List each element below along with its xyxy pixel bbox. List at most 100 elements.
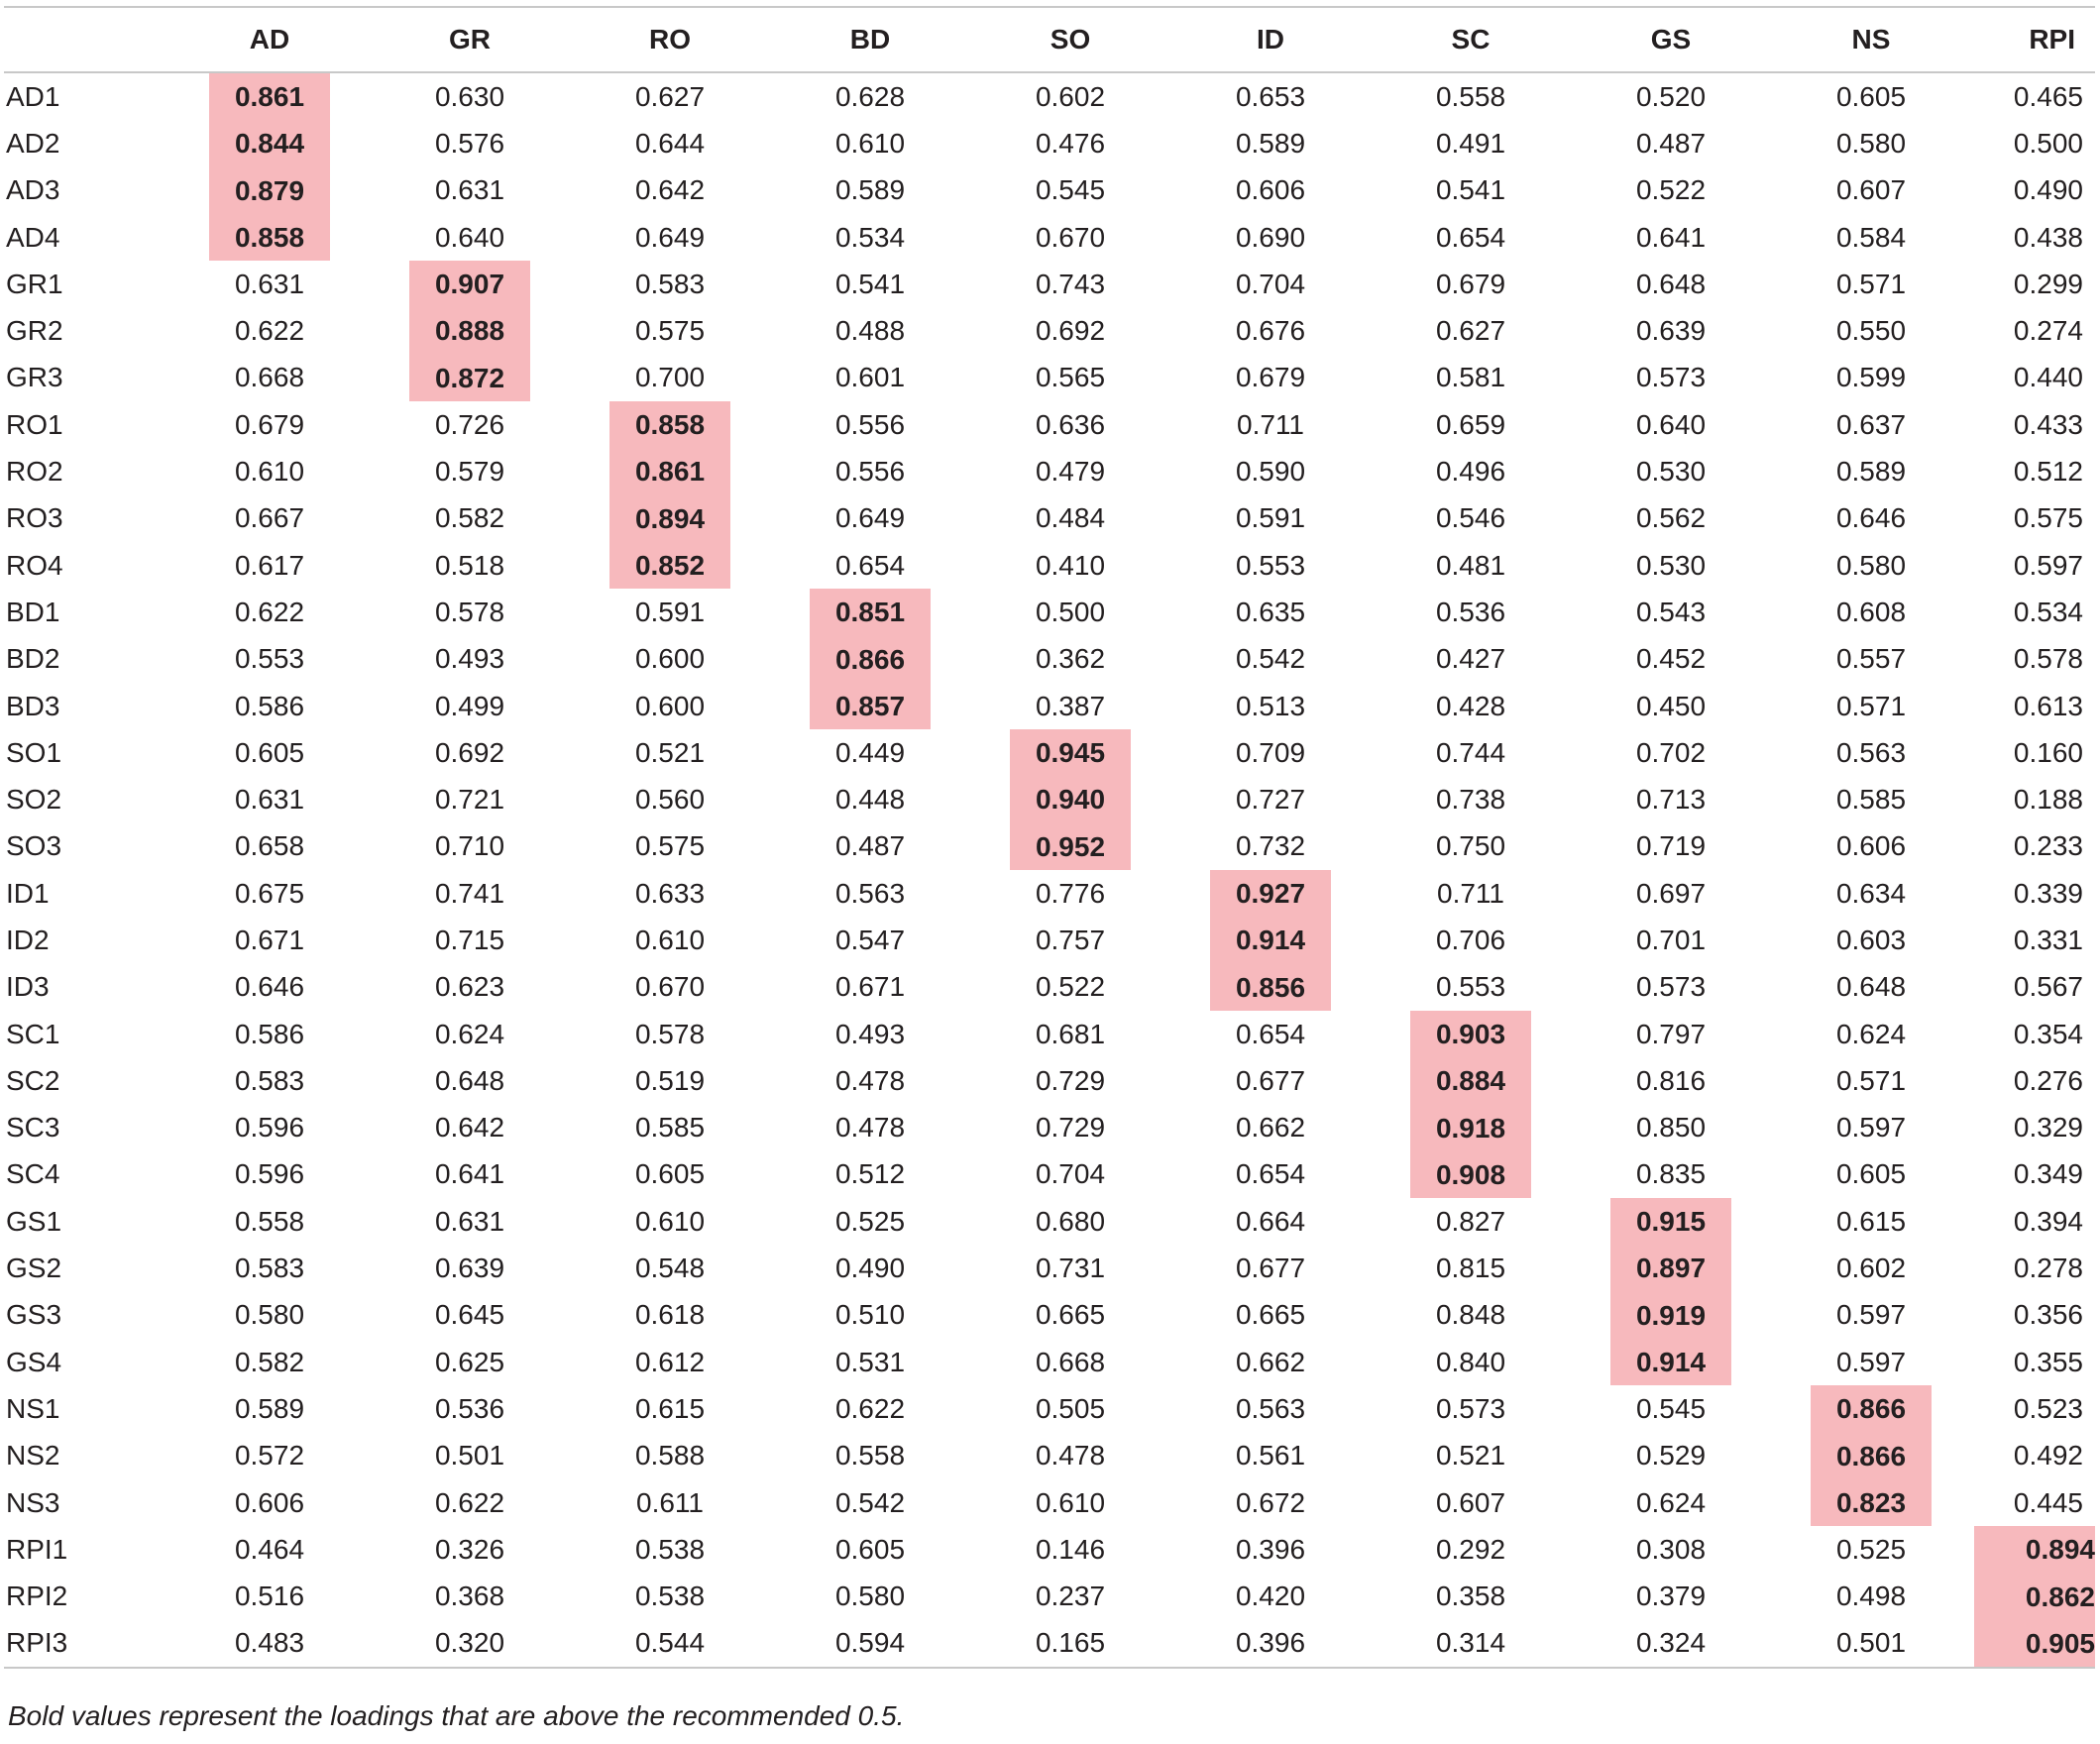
loading-cell: 0.635	[1235, 596, 1306, 627]
highlighted-loading-cell: 0.908	[1371, 1150, 1571, 1199]
highlighted-loading-cell: 0.907	[370, 261, 570, 308]
loading-cell: 0.713	[1635, 784, 1707, 816]
loading-cell: 0.601	[834, 362, 906, 393]
row-label: AD3	[6, 174, 60, 206]
loading-cell: 0.617	[234, 549, 305, 581]
loading-cell: 0.584	[1835, 221, 1907, 253]
table-row: RPI2 0.516 0.368 0.538 0.580 0.237 0.420 0.358 0…	[4, 1573, 2095, 1620]
row-label: BD1	[6, 596, 60, 627]
loading-cell: 0.738	[1435, 784, 1506, 816]
loading-cell: 0.479	[1035, 456, 1106, 488]
table-row: AD3 0.879 0.631 0.642 0.589 0.545 0.606 0.541 0.…	[4, 166, 2095, 214]
loading-cell: 0.704	[1035, 1158, 1106, 1190]
loading-cell: 0.575	[2013, 502, 2083, 534]
loading-cell: 0.743	[1035, 268, 1106, 299]
loading-cell: 0.676	[1235, 315, 1306, 347]
loading-cell: 0.523	[2013, 1392, 2083, 1424]
loading-cell: 0.580	[234, 1299, 305, 1331]
loading-cell: 0.160	[2013, 736, 2083, 768]
loading-cell: 0.558	[834, 1440, 906, 1472]
loading-cell: 0.670	[1035, 221, 1106, 253]
loading-cell: 0.711	[1237, 408, 1304, 440]
table-row: AD2 0.844 0.576 0.644 0.610 0.476 0.589 0.491 0.…	[4, 120, 2095, 167]
table-row: RPI1 0.464 0.326 0.538 0.605 0.146 0.396 0.292 0…	[4, 1526, 2095, 1574]
highlighted-loading-cell: 0.862	[1971, 1573, 2095, 1620]
bold-loading-value: 0.866	[1811, 1432, 1932, 1479]
loading-cell: 0.622	[234, 315, 305, 347]
highlighted-loading-cell: 0.897	[1571, 1245, 1771, 1292]
loading-cell: 0.597	[2013, 549, 2083, 581]
loading-cell: 0.276	[2013, 1064, 2083, 1096]
loading-cell: 0.146	[1035, 1533, 1106, 1565]
loading-cell: 0.776	[1035, 877, 1106, 909]
loading-cell: 0.510	[834, 1299, 906, 1331]
loading-cell: 0.543	[1635, 596, 1707, 627]
highlighted-loading-cell: 0.844	[169, 120, 370, 167]
loading-cell: 0.677	[1235, 1253, 1306, 1284]
loading-cell: 0.513	[1235, 690, 1306, 721]
loading-cell: 0.349	[2013, 1158, 2083, 1190]
loading-cell: 0.572	[234, 1440, 305, 1472]
loading-cell: 0.501	[434, 1440, 505, 1472]
loading-cell: 0.709	[1235, 736, 1306, 768]
loading-cell: 0.668	[234, 362, 305, 393]
row-label: GS4	[6, 1346, 62, 1377]
loading-cell: 0.727	[1235, 784, 1306, 816]
loading-cell: 0.613	[2013, 690, 2083, 721]
row-label: RO1	[6, 408, 63, 440]
loading-cell: 0.618	[634, 1299, 706, 1331]
loading-cell: 0.525	[834, 1205, 906, 1237]
loading-cell: 0.672	[1235, 1486, 1306, 1518]
loading-cell: 0.571	[1835, 268, 1907, 299]
loading-cell: 0.464	[234, 1533, 305, 1565]
highlighted-loading-cell: 0.866	[1771, 1385, 1971, 1433]
row-label: SO3	[6, 830, 62, 862]
loading-cell: 0.608	[1835, 596, 1907, 627]
loading-cell: 0.589	[234, 1392, 305, 1424]
highlighted-loading-cell: 0.866	[770, 635, 970, 683]
loading-cell: 0.320	[370, 1619, 570, 1670]
loading-cell: 0.557	[1835, 643, 1907, 675]
header-rpi: RPI	[1971, 6, 2095, 73]
loading-cell: 0.816	[1635, 1064, 1707, 1096]
loading-cell: 0.420	[1235, 1580, 1306, 1612]
loading-cell: 0.438	[2013, 221, 2083, 253]
loading-cell: 0.610	[634, 1205, 706, 1237]
loading-cell: 0.679	[1235, 362, 1306, 393]
loading-cell: 0.606	[1835, 830, 1907, 862]
row-label: GS1	[6, 1205, 62, 1237]
loading-cell: 0.706	[1435, 924, 1506, 955]
row-label: AD1	[6, 80, 60, 112]
loading-cell: 0.704	[1235, 268, 1306, 299]
loading-cell: 0.573	[1635, 362, 1707, 393]
loading-cell: 0.642	[434, 1112, 505, 1144]
highlighted-loading-cell: 0.905	[1971, 1619, 2095, 1670]
loading-cell: 0.478	[834, 1112, 906, 1144]
loading-cell: 0.493	[434, 643, 505, 675]
loading-cell: 0.578	[634, 1018, 706, 1049]
loading-cell: 0.445	[2013, 1486, 2083, 1518]
header-corner	[4, 6, 169, 73]
loading-cell: 0.329	[2013, 1112, 2083, 1144]
loading-cell: 0.615	[1835, 1205, 1907, 1237]
bold-loading-value: 0.851	[810, 589, 931, 636]
row-label: GS3	[6, 1299, 62, 1331]
loading-cell: 0.278	[2013, 1253, 2083, 1284]
loading-cell: 0.622	[434, 1486, 505, 1518]
loading-cell: 0.726	[434, 408, 505, 440]
loading-cell: 0.662	[1235, 1346, 1306, 1377]
loading-cell: 0.516	[234, 1580, 305, 1612]
loading-cell: 0.522	[1635, 174, 1707, 206]
loading-cell: 0.571	[1835, 690, 1907, 721]
loading-cell: 0.639	[1635, 315, 1707, 347]
header-ns: NS	[1771, 6, 1971, 73]
loading-cell: 0.500	[2013, 127, 2083, 159]
header-ro: RO	[570, 6, 770, 73]
loading-cell: 0.308	[1635, 1533, 1707, 1565]
loading-cell: 0.299	[2013, 268, 2083, 299]
loading-cell: 0.700	[634, 362, 706, 393]
table-row: NS2 0.572 0.501 0.588 0.558 0.478 0.561 0.521 0.…	[4, 1432, 2095, 1479]
loading-cell: 0.840	[1435, 1346, 1506, 1377]
loading-cell: 0.644	[634, 127, 706, 159]
loading-cell: 0.237	[1035, 1580, 1106, 1612]
